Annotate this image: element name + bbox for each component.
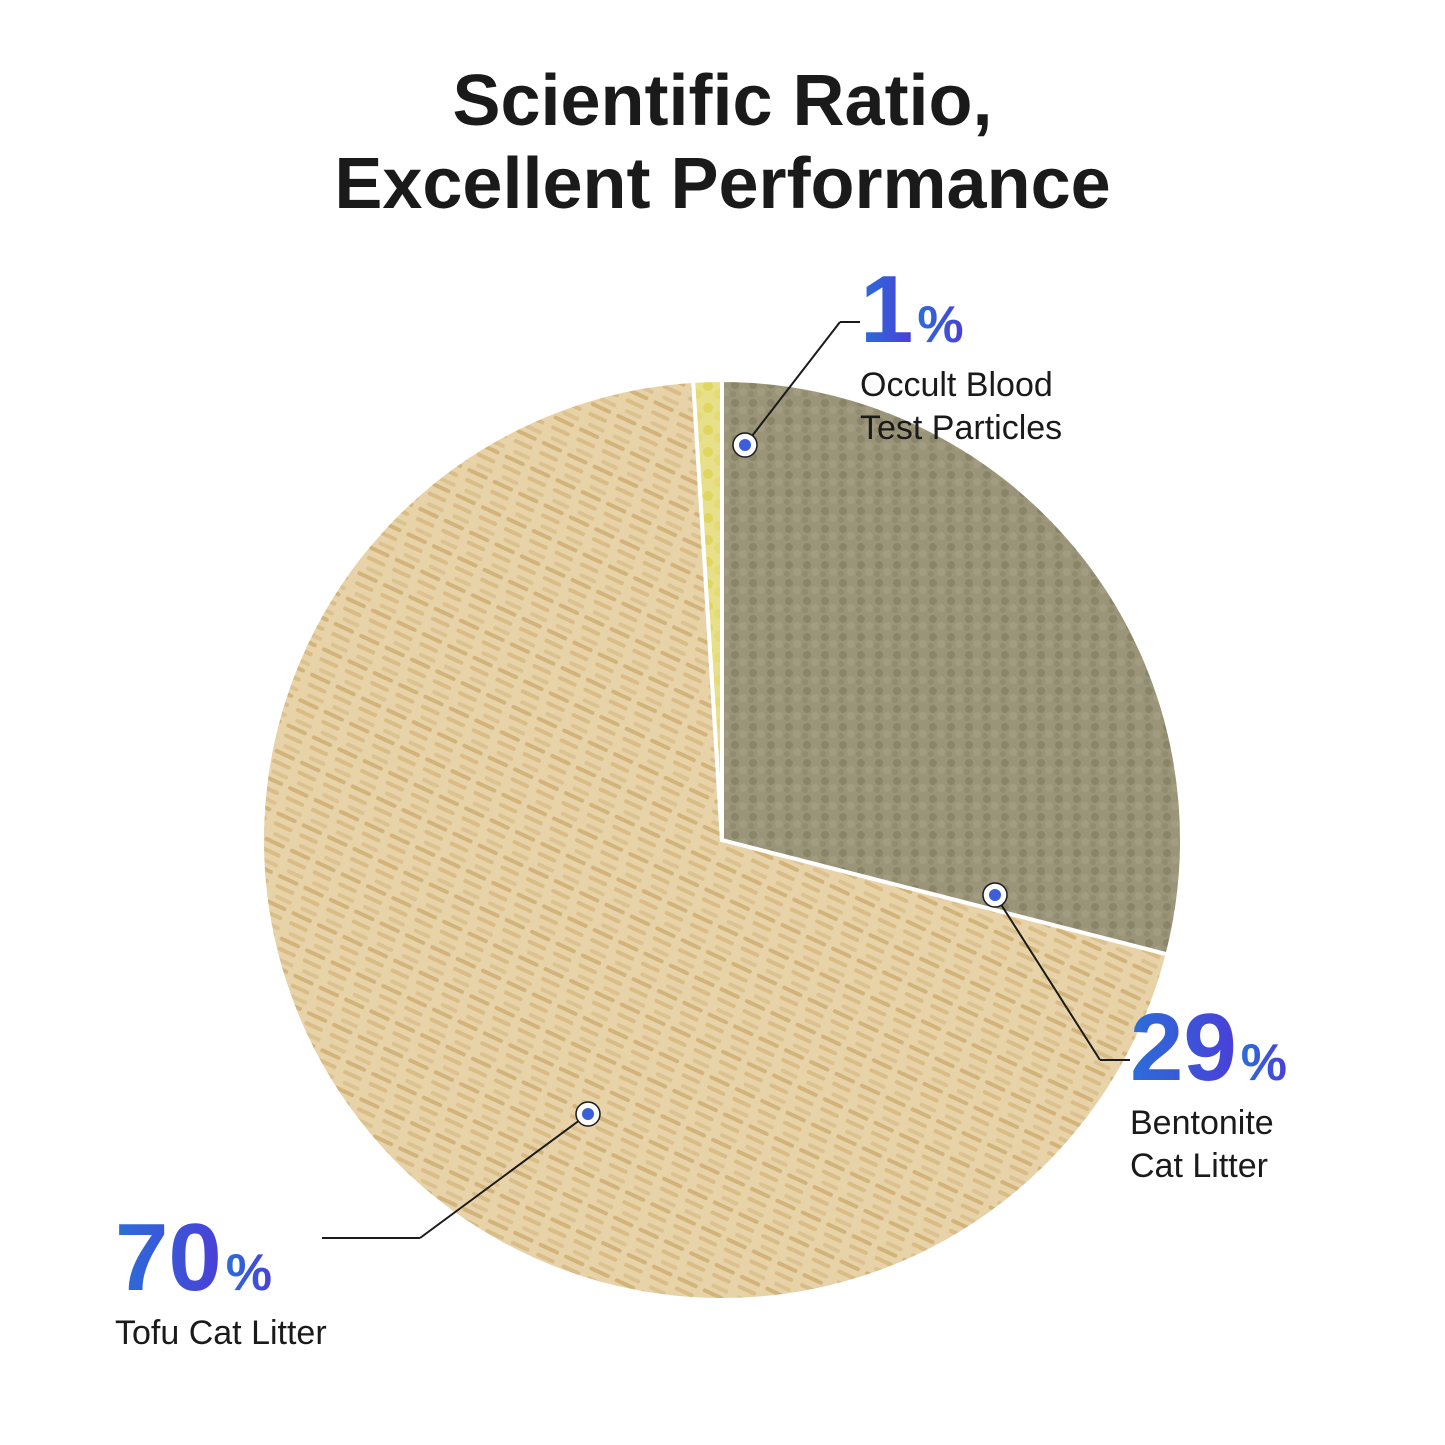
tofu-pct: 70 <box>115 1210 222 1306</box>
tofu-sign: % <box>226 1243 272 1303</box>
pie-chart <box>262 380 1182 1300</box>
callout-tofu: 70% Tofu Cat Litter <box>115 1210 327 1355</box>
page-title: Scientific Ratio, Excellent Performance <box>0 60 1445 226</box>
callout-bentonite: 29% BentoniteCat Litter <box>1130 1000 1287 1187</box>
callout-occult: 1% Occult BloodTest Particles <box>860 262 1062 449</box>
bentonite-pct: 29 <box>1130 1000 1237 1096</box>
pie-svg <box>262 380 1182 1300</box>
occult-pct: 1 <box>860 262 913 358</box>
title-line-2: Excellent Performance <box>0 143 1445 226</box>
title-line-1: Scientific Ratio, <box>0 60 1445 143</box>
bentonite-label: BentoniteCat Litter <box>1130 1102 1287 1187</box>
tofu-label: Tofu Cat Litter <box>115 1312 327 1355</box>
occult-sign: % <box>917 295 963 355</box>
occult-label: Occult BloodTest Particles <box>860 364 1062 449</box>
bentonite-sign: % <box>1241 1033 1287 1093</box>
